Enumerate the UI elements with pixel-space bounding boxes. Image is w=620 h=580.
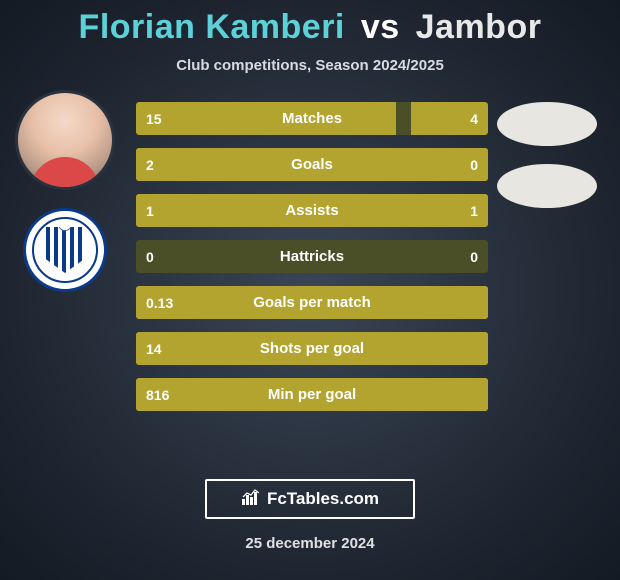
player1-avatar — [15, 90, 115, 190]
footer: FcTables.com 25 december 2024 — [0, 479, 620, 552]
stat-label: Min per goal — [136, 386, 488, 403]
stat-row: 11Assists — [136, 194, 488, 227]
brand-text: FcTables.com — [267, 489, 379, 509]
player2-avatar-placeholder — [497, 102, 597, 146]
stat-row: 00Hattricks — [136, 240, 488, 273]
content: 154Matches 20Goals 11Assists 00Hattricks 0.1… — [0, 102, 620, 411]
stat-row: 14Shots per goal — [136, 332, 488, 365]
header: Florian Kamberi vs Jambor Club competiti… — [0, 0, 620, 74]
date-label: 25 december 2024 — [245, 535, 374, 552]
page-title: Florian Kamberi vs Jambor — [0, 8, 620, 47]
player1-name: Florian Kamberi — [79, 8, 345, 46]
stats-bars: 154Matches 20Goals 11Assists 00Hattricks 0.1… — [136, 102, 488, 411]
stat-label: Goals — [136, 156, 488, 173]
vs-label: vs — [361, 8, 400, 46]
brand-chart-icon — [241, 488, 261, 511]
player1-club-badge — [23, 208, 107, 292]
stat-row: 816Min per goal — [136, 378, 488, 411]
right-column — [492, 102, 602, 208]
stat-row: 0.13Goals per match — [136, 286, 488, 319]
stat-row: 154Matches — [136, 102, 488, 135]
player2-name: Jambor — [416, 8, 542, 46]
stat-label: Assists — [136, 202, 488, 219]
club-shield-icon — [46, 227, 84, 273]
brand-box: FcTables.com — [205, 479, 415, 519]
player2-club-placeholder — [497, 164, 597, 208]
stat-label: Hattricks — [136, 248, 488, 265]
subtitle: Club competitions, Season 2024/2025 — [0, 57, 620, 74]
stat-label: Matches — [136, 110, 488, 127]
left-column — [10, 90, 120, 292]
stat-row: 20Goals — [136, 148, 488, 181]
stat-label: Goals per match — [136, 294, 488, 311]
stat-label: Shots per goal — [136, 340, 488, 357]
